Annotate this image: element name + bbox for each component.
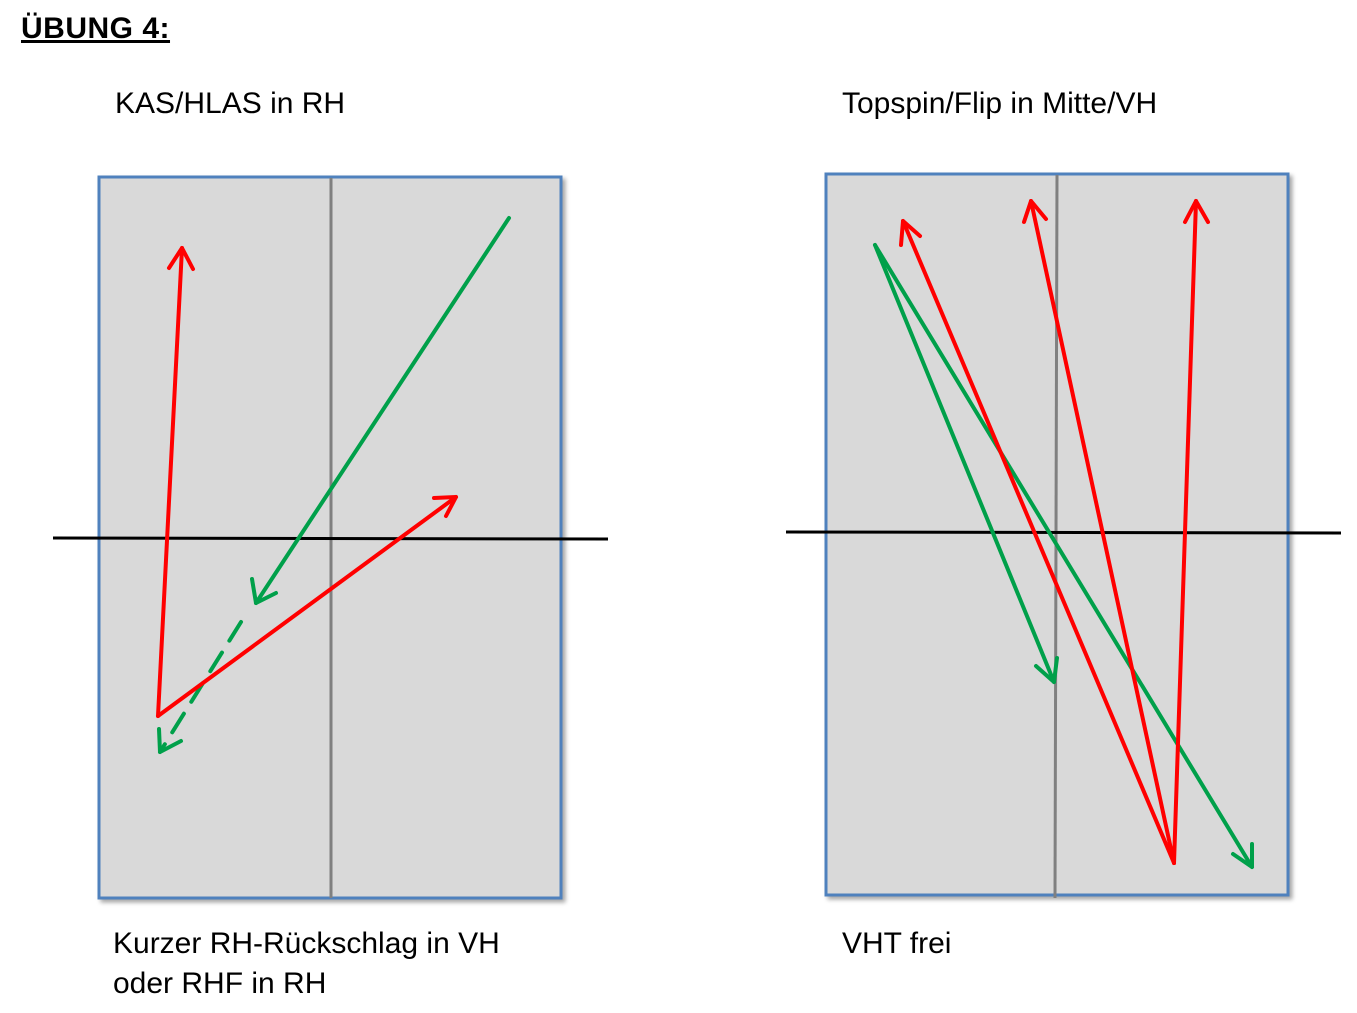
right-table <box>785 172 1342 899</box>
left-bottom-label-line1: Kurzer RH-Rückschlag in VH <box>113 927 500 960</box>
exercise-title: ÜBUNG 4: <box>21 12 171 45</box>
left-bottom-label-line2: oder RHF in RH <box>113 967 327 1000</box>
right-top-label: Topspin/Flip in Mitte/VH <box>842 87 1158 120</box>
left-bottom-label: Kurzer RH-Rückschlag in VH oder RHF in R… <box>113 924 500 1004</box>
right-red-arrow-middle <box>1022 199 1176 865</box>
right-table-center-line <box>1053 174 1059 899</box>
right-red-arrow-left <box>899 219 1176 865</box>
left-table-net <box>52 536 609 541</box>
left-table <box>52 175 609 900</box>
left-top-label: KAS/HLAS in RH <box>115 87 346 120</box>
right-green-arrow-center <box>873 243 1059 684</box>
left-red-arrow-up <box>156 246 195 718</box>
left-red-arrow-right <box>156 495 458 718</box>
right-table-net <box>785 530 1342 535</box>
right-green-arrow-far <box>873 243 1254 869</box>
right-red-arrow-right <box>1172 199 1210 865</box>
left-green-arrow <box>250 216 511 605</box>
right-bottom-label: VHT frei <box>842 927 952 960</box>
